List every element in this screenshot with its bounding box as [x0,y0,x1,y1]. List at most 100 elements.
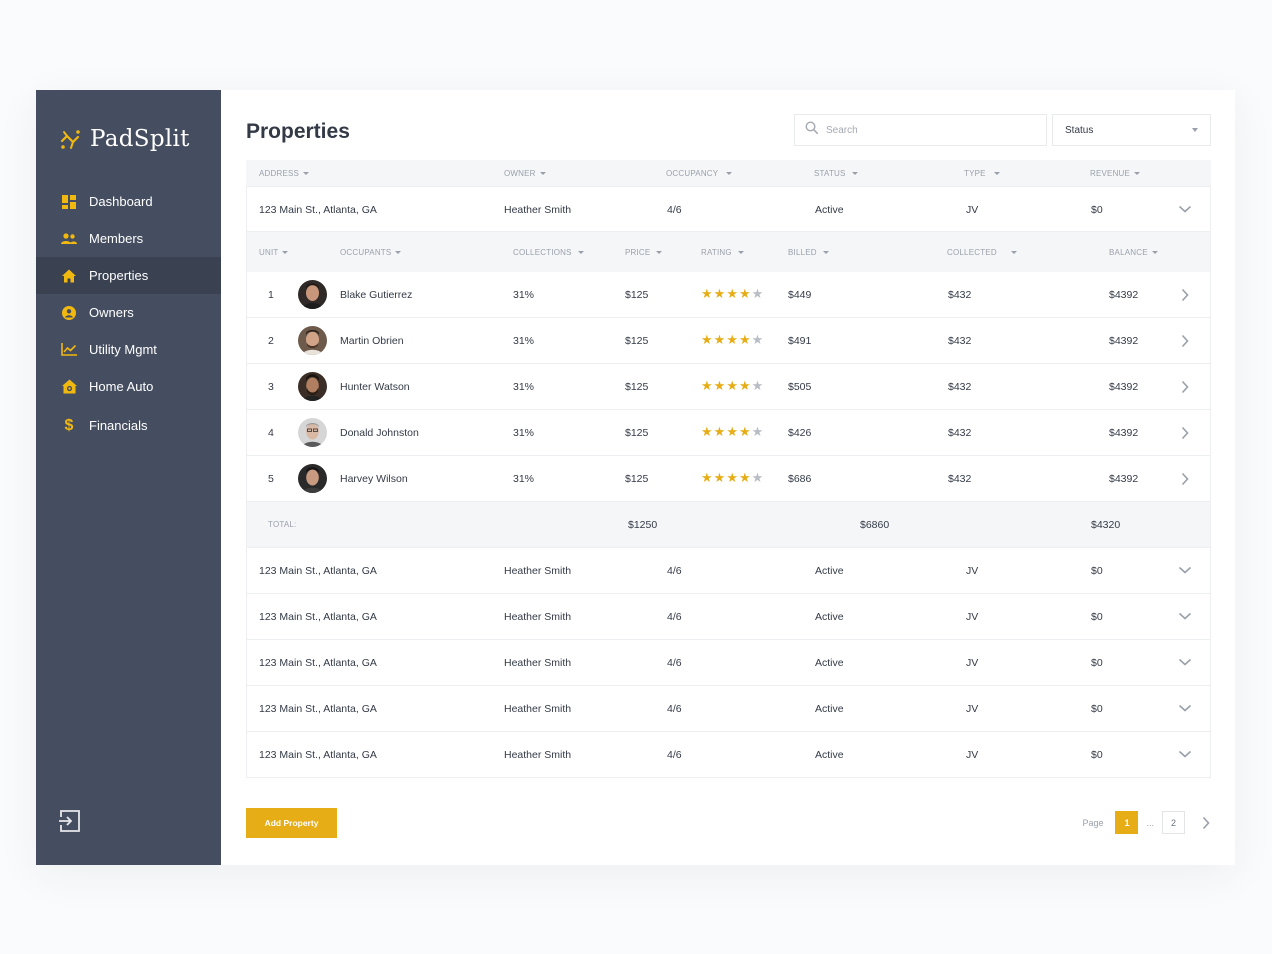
column-header-balance[interactable]: BALANCE [1109,248,1158,257]
column-header-collections[interactable]: COLLECTIONS [513,248,584,257]
property-type: JV [966,657,979,669]
page-button-current[interactable]: 1 [1115,811,1139,834]
property-row[interactable]: 123 Main St., Atlanta, GA Heather Smith … [246,640,1211,686]
unit-collections: 31% [513,473,535,485]
sidebar: PadSplit Dashboard Members Properties [36,90,221,865]
star-rating: ★ ★ ★ ★ ★ [701,333,764,347]
chevron-down-icon[interactable] [1178,701,1192,715]
chevron-down-icon[interactable] [1178,655,1192,669]
occupant-name: Blake Gutierrez [340,289,413,301]
unit-row[interactable]: 1 Blake Gutierrez 31% $125 ★ ★ ★ ★ ★ $449 $4… [246,272,1211,318]
sort-caret-icon [1151,251,1158,254]
page-button[interactable]: 2 [1162,811,1185,834]
property-owner: Heather Smith [504,657,572,669]
search-input[interactable] [826,124,1026,136]
chevron-right-icon[interactable] [1180,380,1190,394]
occupant-avatar [298,372,327,401]
user-circle-icon [61,305,77,321]
column-header-unit[interactable]: UNIT [259,248,289,257]
chevron-down-icon[interactable] [1178,609,1192,623]
unit-number: 4 [268,427,274,439]
brand[interactable]: PadSplit [58,126,190,152]
sort-caret-icon [395,251,402,254]
unit-balance: $4392 [1109,289,1139,301]
search-box[interactable] [794,114,1047,146]
column-header-revenue[interactable]: REVENUE [1090,169,1141,178]
unit-price: $125 [625,289,649,301]
column-header-status[interactable]: STATUS [814,169,858,178]
unit-row[interactable]: 3 Hunter Watson 31% $125 ★ ★ ★ ★ ★ $505 $432… [246,364,1211,410]
star-filled-icon: ★ [713,286,726,301]
chevron-right-icon[interactable] [1201,816,1211,830]
add-property-button[interactable]: Add Property [246,808,337,838]
unit-billed: $505 [788,381,812,393]
property-address: 123 Main St., Atlanta, GA [259,204,377,216]
property-row[interactable]: 123 Main St., Atlanta, GA Heather Smith … [246,548,1211,594]
star-filled-icon: ★ [713,378,726,393]
chart-line-icon [61,342,77,358]
property-row-expanded[interactable]: 123 Main St., Atlanta, GA Heather Smith … [246,186,1211,232]
property-occupancy: 4/6 [667,703,682,715]
property-row[interactable]: 123 Main St., Atlanta, GA Heather Smith … [246,732,1211,778]
members-icon [61,231,77,247]
unit-row[interactable]: 2 Martin Obrien 31% $125 ★ ★ ★ ★ ★ $491 $432… [246,318,1211,364]
sidebar-item-home-auto[interactable]: Home Auto [36,368,221,405]
chevron-down-icon[interactable] [1178,563,1192,577]
chevron-right-icon[interactable] [1180,288,1190,302]
logout-icon[interactable] [58,809,82,833]
column-header-occupancy[interactable]: OCCUPANCY [666,169,733,178]
sidebar-item-financials[interactable]: $ Financials [36,407,221,444]
sidebar-item-properties[interactable]: Properties [36,257,221,294]
column-header-billed[interactable]: BILLED [788,248,829,257]
unit-billed: $491 [788,335,812,347]
unit-collections: 31% [513,335,535,347]
occupant-avatar [298,418,327,447]
status-dropdown[interactable]: Status [1052,114,1211,146]
star-filled-icon: ★ [738,286,751,301]
unit-billed: $426 [788,427,812,439]
occupant-avatar [298,280,327,309]
column-header-address[interactable]: ADDRESS [259,169,310,178]
column-header-rating[interactable]: RATING [701,248,744,257]
star-filled-icon: ★ [701,378,713,393]
property-revenue: $0 [1091,204,1103,216]
unit-collected: $432 [948,335,972,347]
sidebar-item-label: Utility Mgmt [89,342,157,357]
column-header-price[interactable]: PRICE [625,248,663,257]
property-row[interactable]: 123 Main St., Atlanta, GA Heather Smith … [246,686,1211,732]
properties-table: ADDRESS OWNER OCCUPANCY STATUS TYPE REVE… [246,160,1211,778]
column-header-type[interactable]: TYPE [964,169,1000,178]
chevron-down-icon[interactable] [1178,202,1192,216]
star-filled-icon: ★ [726,286,738,301]
star-filled-icon: ★ [726,470,738,485]
unit-billed: $686 [788,473,812,485]
chevron-right-icon[interactable] [1180,426,1190,440]
property-address: 123 Main St., Atlanta, GA [259,657,377,669]
totals-label: TOTAL: [268,520,297,529]
column-header-occupants[interactable]: OCCUPANTS [340,248,402,257]
sidebar-item-dashboard[interactable]: Dashboard [36,183,221,220]
property-type: JV [966,204,979,216]
sort-caret-icon [1134,172,1141,175]
unit-row[interactable]: 4 Donald Johnston 31% $125 ★ ★ ★ ★ ★ $426 $4… [246,410,1211,456]
sidebar-item-utility-mgmt[interactable]: Utility Mgmt [36,331,221,368]
chevron-right-icon[interactable] [1180,334,1190,348]
sort-caret-icon [539,172,546,175]
property-status: Active [815,749,844,761]
occupant-avatar [298,464,327,493]
column-header-owner[interactable]: OWNER [504,169,546,178]
unit-row[interactable]: 5 Harvey Wilson 31% $125 ★ ★ ★ ★ ★ $686 $432… [246,456,1211,502]
sidebar-item-members[interactable]: Members [36,220,221,257]
star-filled-icon: ★ [726,378,738,393]
column-header-collected[interactable]: COLLECTED [947,248,1017,257]
occupant-name: Donald Johnston [340,427,419,439]
status-dropdown-value: Status [1065,124,1094,136]
sidebar-item-owners[interactable]: Owners [36,294,221,331]
chevron-right-icon[interactable] [1180,472,1190,486]
property-type: JV [966,703,979,715]
property-status: Active [815,611,844,623]
sort-caret-icon [282,251,289,254]
sort-caret-icon [993,172,1000,175]
property-row[interactable]: 123 Main St., Atlanta, GA Heather Smith … [246,594,1211,640]
chevron-down-icon[interactable] [1178,747,1192,761]
